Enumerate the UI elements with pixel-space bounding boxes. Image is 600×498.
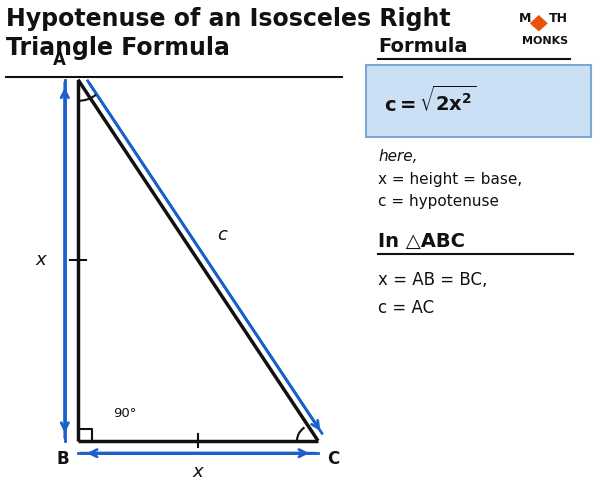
Text: here,: here, bbox=[378, 149, 418, 164]
Text: C: C bbox=[327, 450, 339, 468]
Text: x = AB = BC,: x = AB = BC, bbox=[378, 271, 487, 289]
Text: A: A bbox=[53, 51, 66, 69]
Text: Hypotenuse of an Isosceles Right
Triangle Formula: Hypotenuse of an Isosceles Right Triangl… bbox=[6, 7, 451, 60]
Polygon shape bbox=[530, 15, 548, 31]
Text: In △ABC: In △ABC bbox=[378, 232, 465, 250]
Text: Formula: Formula bbox=[378, 37, 467, 56]
FancyBboxPatch shape bbox=[366, 65, 591, 137]
Text: $\mathbf{c = \sqrt{2x^2}}$: $\mathbf{c = \sqrt{2x^2}}$ bbox=[384, 86, 476, 116]
Text: c: c bbox=[217, 226, 227, 245]
Text: x: x bbox=[193, 463, 203, 481]
Text: B: B bbox=[56, 450, 69, 468]
Text: c = hypotenuse: c = hypotenuse bbox=[378, 194, 499, 209]
Text: c = AC: c = AC bbox=[378, 299, 434, 317]
Text: x: x bbox=[35, 251, 46, 269]
Text: TH: TH bbox=[548, 12, 568, 25]
Text: M: M bbox=[519, 12, 532, 25]
Text: 90°: 90° bbox=[113, 407, 136, 420]
Text: MONKS: MONKS bbox=[522, 36, 568, 46]
Text: x = height = base,: x = height = base, bbox=[378, 172, 522, 187]
